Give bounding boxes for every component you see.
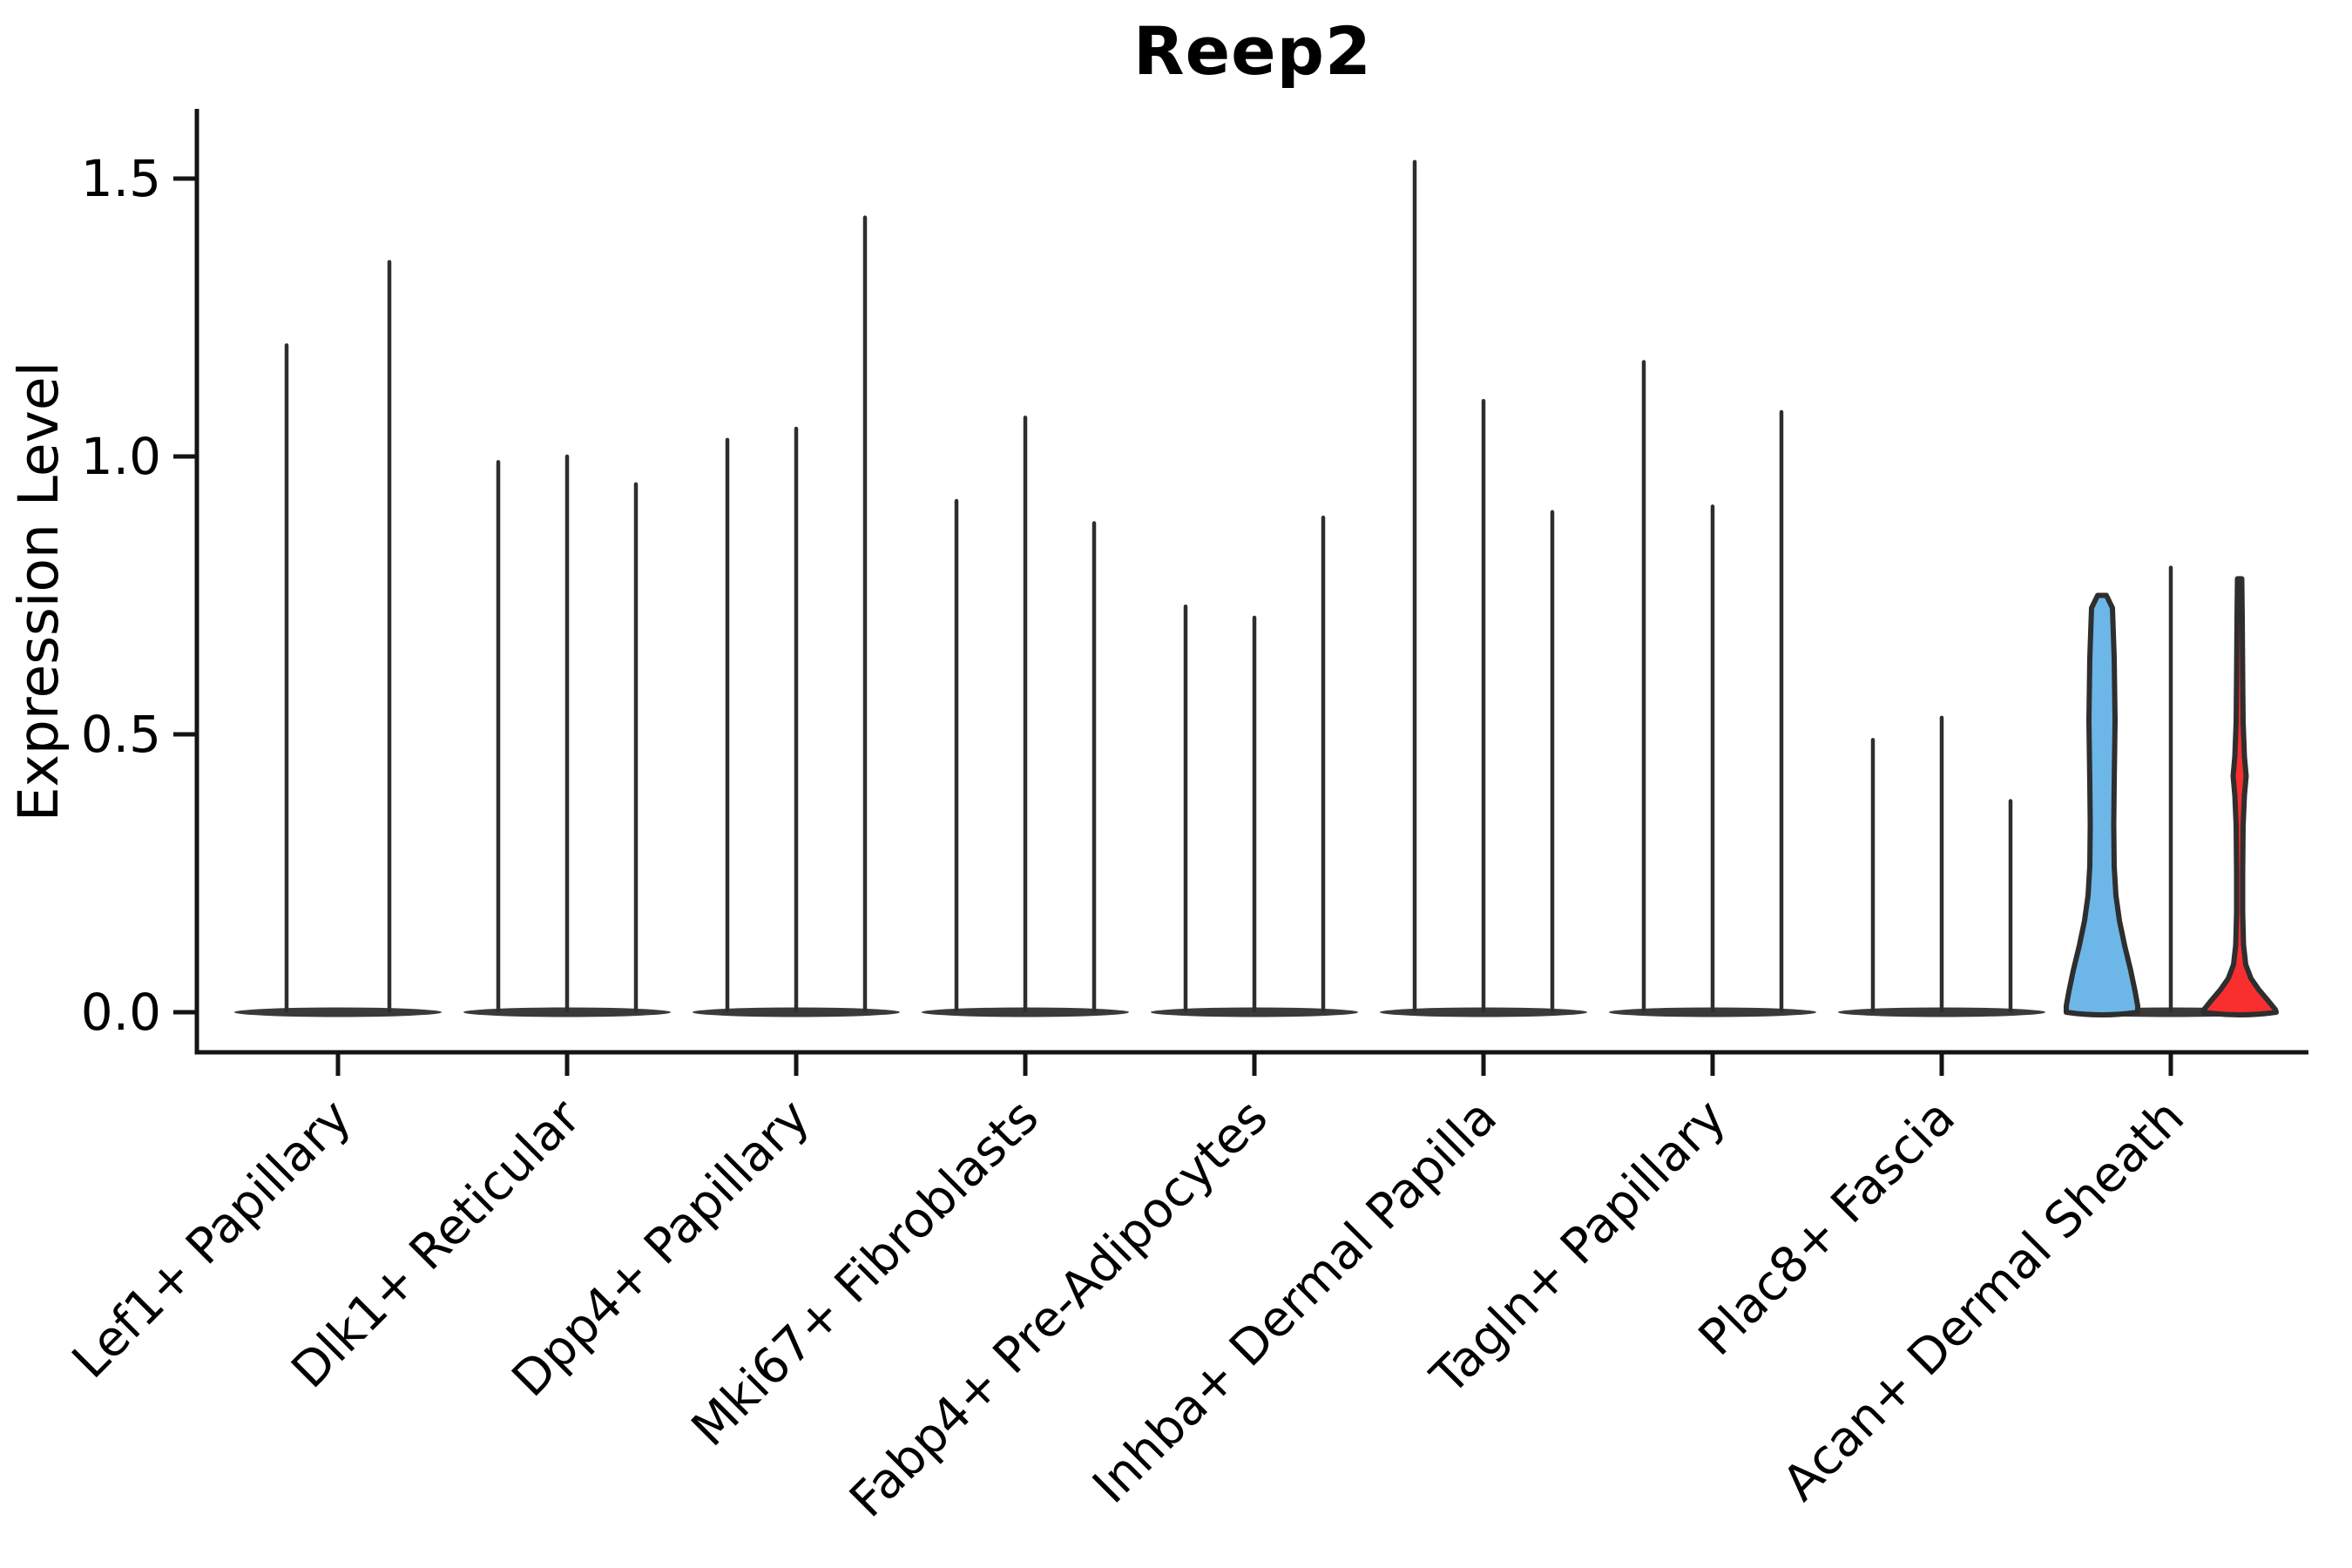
y-tick-label: 0.0 xyxy=(81,983,161,1042)
y-tick-label: 1.0 xyxy=(81,427,161,486)
chart-title: Reep2 xyxy=(1133,12,1372,90)
violin-body xyxy=(2064,592,2140,1017)
x-tick-label: Inhba+ Dermal Papilla xyxy=(1082,1089,1508,1515)
x-tick-label: Fabp4+ Pre-Adipocytes xyxy=(839,1089,1279,1529)
violin-base-band xyxy=(234,1007,442,1017)
x-tick-label: Acan+ Dermal Sheath xyxy=(1772,1089,2195,1512)
violin-body xyxy=(2200,576,2279,1017)
y-tick-label: 1.5 xyxy=(81,149,161,208)
y-tick-label: 0.5 xyxy=(81,705,161,764)
